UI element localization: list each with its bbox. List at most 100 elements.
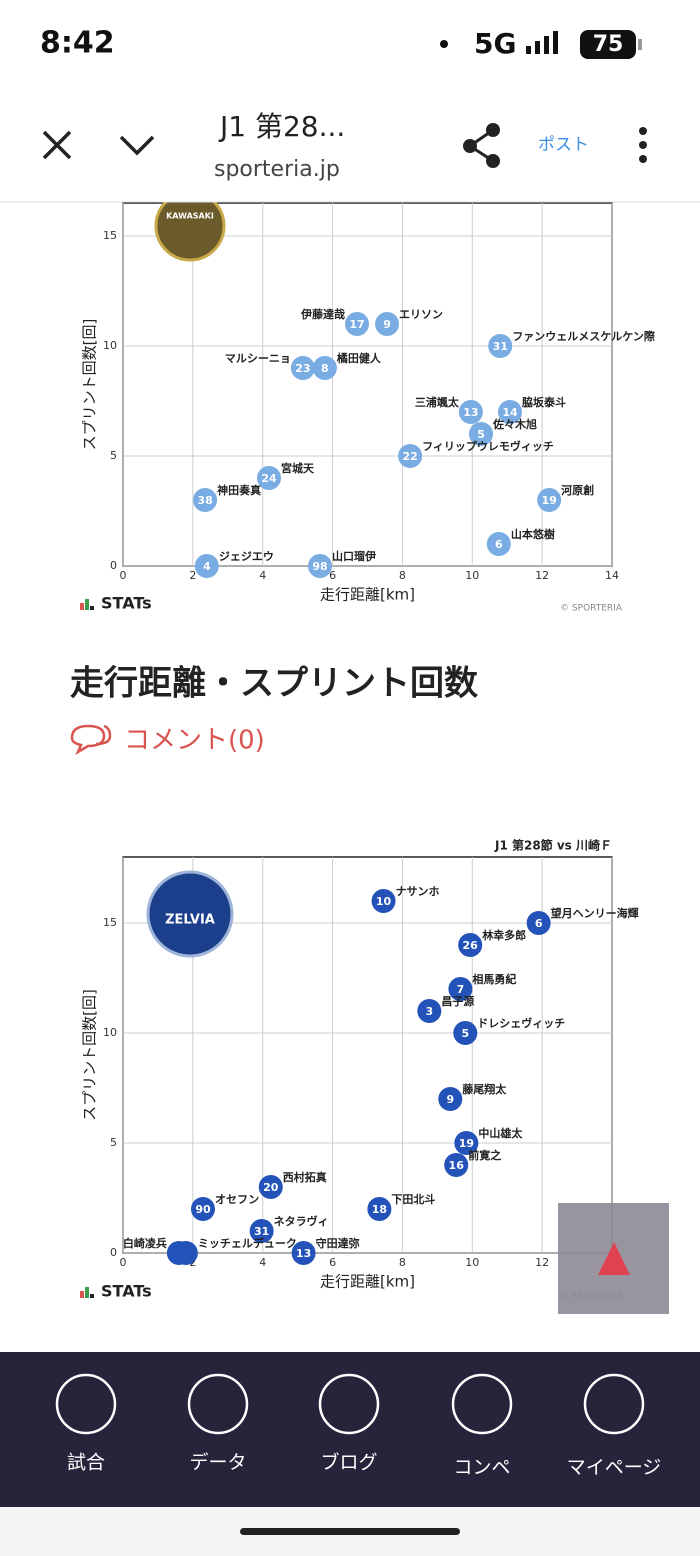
x-axis-label: 走行距離[km] (320, 1273, 415, 1291)
player-number: 13 (296, 1247, 311, 1260)
player-number: 9 (383, 318, 391, 331)
y-tick-label: 10 (103, 1026, 117, 1039)
player-name: 白崎凌兵 (123, 1236, 167, 1250)
player-name: ナサンホ (396, 885, 440, 898)
player-point (458, 400, 483, 424)
nav-icon (187, 1373, 249, 1435)
player-point (537, 488, 562, 512)
player-point (291, 1241, 316, 1265)
stats-logo-bar (80, 603, 84, 610)
battery (580, 30, 636, 59)
player-point (444, 1153, 469, 1177)
status-dot (440, 40, 448, 48)
player-number: 8 (321, 362, 329, 375)
charts: 0 2 4 6 8 10 12 14051015走行距離[km]スプリント回数[回]KAWAS… (80, 190, 656, 1302)
player-name: 相馬勇紀 (472, 972, 516, 986)
player-number: 31 (254, 1225, 269, 1238)
player-name: 宮城天 (281, 461, 315, 475)
player-point (486, 532, 511, 556)
player-name: 西村拓真 (283, 1170, 327, 1184)
player-number: 7 (457, 983, 465, 996)
player-number: 31 (493, 340, 508, 353)
player-name: 前寛之 (468, 1148, 501, 1162)
stats-logo-bar (90, 1294, 94, 1298)
x-tick-label: 0 (120, 569, 127, 582)
nav-icon (55, 1373, 117, 1435)
player-point (498, 400, 523, 424)
menu-button[interactable] (639, 127, 647, 163)
player-point (371, 889, 396, 913)
player-name: ネタラヴィ (274, 1214, 329, 1228)
x-tick-label: 2 (189, 569, 196, 582)
player-name: オセフン (215, 1193, 259, 1206)
player-number: 18 (372, 1203, 387, 1216)
nav-icon (451, 1373, 513, 1435)
x-tick-label: 4 (259, 1256, 266, 1269)
player-name: 河原創 (561, 483, 594, 497)
player-number: 14 (502, 406, 518, 419)
player-point (469, 422, 494, 446)
nav-item[interactable]: データ (187, 1373, 249, 1474)
player-point (398, 444, 423, 468)
y-tick-label: 15 (103, 229, 117, 242)
share-button[interactable] (463, 123, 500, 168)
player-name: ジェジエウ (219, 550, 274, 563)
comment-link[interactable]: コメント(0) (70, 724, 265, 756)
nav-item[interactable]: 試合 (55, 1373, 117, 1474)
nav-label: コンペ (453, 1457, 510, 1479)
x-tick-label: 0 (120, 1256, 127, 1269)
player-point (458, 933, 483, 957)
stats-logo: STATs (101, 594, 152, 613)
y-tick-label: 5 (110, 1136, 117, 1149)
player-point (367, 1197, 392, 1221)
nav-icon (318, 1373, 380, 1435)
player-number: 3 (425, 1005, 433, 1018)
x-tick-label: 8 (399, 1256, 406, 1269)
nav-item[interactable]: マイページ (567, 1373, 662, 1479)
player-number: 13 (463, 406, 478, 419)
player-point (454, 1131, 479, 1155)
player-name: 三浦颯太 (415, 395, 460, 409)
player-point (312, 356, 337, 380)
player-name: 伊藤達哉 (300, 307, 345, 321)
comment-icon (70, 724, 106, 756)
player-point (438, 1087, 463, 1111)
player-point (345, 312, 370, 336)
copyright: © SPORTERIA (560, 604, 623, 614)
post-button[interactable]: ポスト (538, 135, 589, 155)
y-tick-label: 0 (110, 1246, 117, 1259)
close-button[interactable] (42, 130, 72, 160)
player-number: 19 (459, 1137, 474, 1150)
player-number: 26 (463, 939, 479, 952)
x-tick-label: 12 (535, 569, 549, 582)
nav-item[interactable]: ブログ (318, 1373, 380, 1474)
player-name: 守田達弥 (316, 1236, 360, 1250)
player-point (453, 1021, 478, 1045)
player-number: 20 (263, 1181, 279, 1194)
comment-count[interactable]: コメント(0) (124, 726, 265, 756)
chart-title: J1 第28節 vs 川崎Ｆ (494, 838, 612, 853)
battery-tip (638, 39, 642, 50)
player-number: 22 (402, 450, 417, 463)
player-name: マルシーニョ (225, 352, 291, 365)
team-logo (146, 870, 234, 958)
stats-logo: STATs (101, 1282, 152, 1301)
y-axis-label: スプリント回数[回] (81, 319, 99, 451)
nav-label: ブログ (320, 1451, 377, 1474)
player-point (193, 488, 218, 512)
player-name: 中山雄太 (478, 1126, 523, 1140)
player-number: 10 (376, 895, 392, 908)
expand-button[interactable] (119, 135, 155, 156)
nav-item[interactable]: コンペ (451, 1373, 513, 1479)
x-axis-label: 走行距離[km] (320, 586, 415, 604)
player-number: 5 (461, 1027, 469, 1040)
player-number: 90 (195, 1203, 211, 1216)
player-point (194, 554, 219, 578)
player-number: 9 (446, 1093, 454, 1106)
stats-logo-bar (80, 1291, 84, 1298)
x-tick-label: 6 (329, 1256, 336, 1269)
x-tick-label: 12 (535, 1256, 549, 1269)
player-number: 4 (203, 560, 211, 573)
